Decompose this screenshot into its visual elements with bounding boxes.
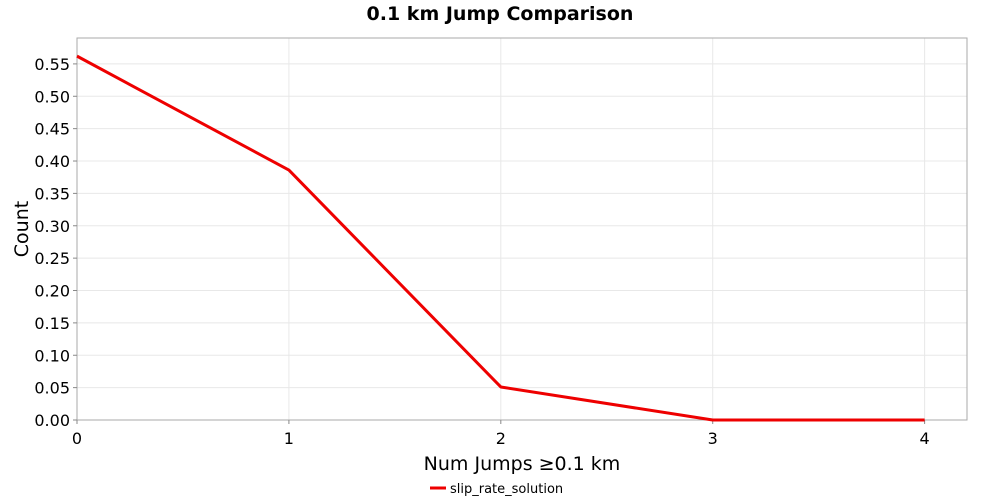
- y-tick-label: 0.40: [34, 152, 70, 171]
- legend-label: slip_rate_solution: [450, 482, 563, 497]
- y-tick-label: 0.00: [34, 411, 70, 430]
- y-tick-label: 0.15: [34, 314, 70, 333]
- legend: slip_rate_solution: [430, 482, 563, 497]
- x-tick-label: 2: [496, 429, 506, 448]
- plot-area: [76, 37, 968, 421]
- y-tick-label: 0.35: [34, 184, 70, 203]
- y-tick-label: 0.50: [34, 87, 70, 106]
- series-layer: [76, 54, 925, 422]
- y-tick-label: 0.55: [34, 55, 70, 74]
- x-tick-label: 4: [920, 429, 930, 448]
- x-tick-label: 0: [72, 429, 82, 448]
- y-tick-label: 0.05: [34, 379, 70, 398]
- axes: 0.00 0.05 0.10 0.15 0.20 0.25 0.30 0.35 0.40 0.45…: [34, 55, 929, 448]
- y-tick-label: 0.30: [34, 217, 70, 236]
- grid-lines: [76, 38, 967, 421]
- x-axis-label: Num Jumps ≥0.1 km: [424, 453, 621, 475]
- y-tick-label: 0.25: [34, 249, 70, 268]
- x-tick-label: 3: [708, 429, 718, 448]
- y-tick-label: 0.10: [34, 346, 70, 365]
- x-tick-label: 1: [284, 429, 294, 448]
- y-tick-label: 0.20: [34, 282, 70, 301]
- y-tick-label: 0.45: [34, 120, 70, 139]
- chart-title: 0.1 km Jump Comparison: [366, 3, 634, 25]
- y-axis-label: Count: [11, 201, 33, 257]
